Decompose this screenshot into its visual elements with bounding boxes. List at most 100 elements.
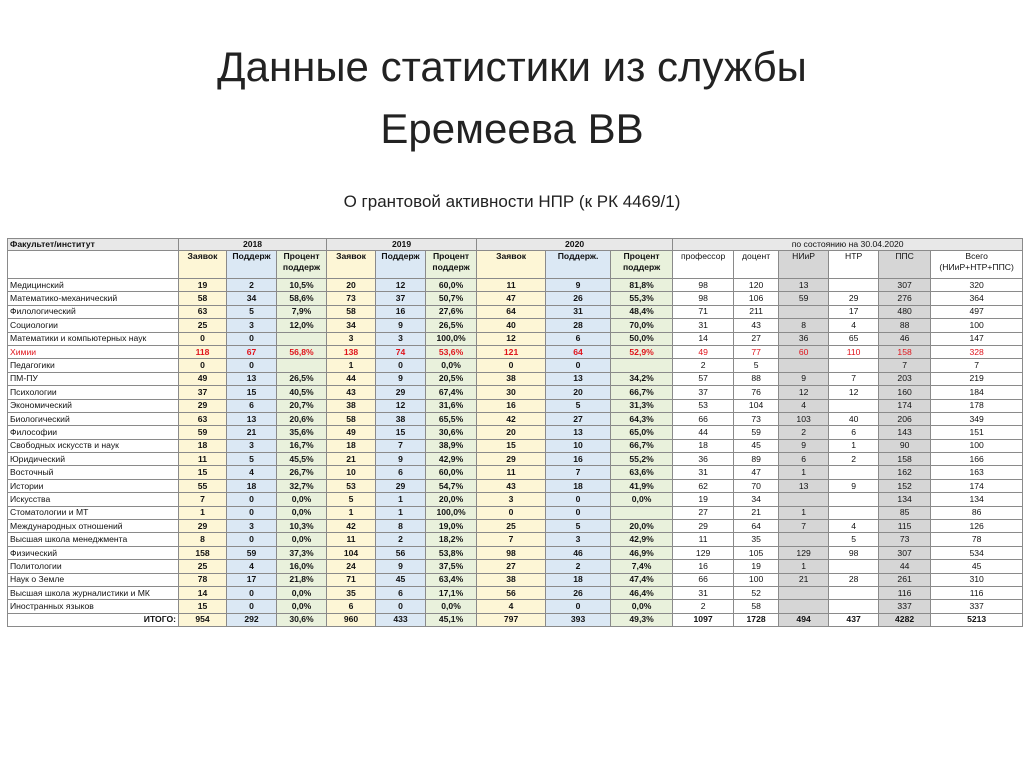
- table-cell: 292: [226, 612, 277, 628]
- table-row: Филологический 63 5 7,9% 58 16 27,6% 64 31 48,4% 7…: [7, 304, 1024, 320]
- table-cell: 2: [672, 358, 735, 373]
- table-cell: 162: [878, 465, 932, 480]
- table-row: Математико-механический 58 34 58,6% 73 37 50,7…: [7, 291, 1024, 306]
- faculty-name: Социологии: [7, 318, 179, 333]
- table-cell: 46,9%: [610, 545, 674, 561]
- table-cell: 0: [226, 505, 277, 521]
- table-cell: 5: [733, 358, 780, 373]
- table-cell: 88: [878, 318, 932, 333]
- table-cell: 100: [930, 438, 1024, 454]
- faculty-name: Химии: [7, 344, 179, 360]
- table-cell: 0: [226, 358, 277, 373]
- table-cell: 110: [828, 344, 880, 360]
- faculty-name: Истории: [7, 478, 179, 494]
- slide-title: Данные статистики из службы Еремеева ВВ: [0, 36, 1024, 160]
- table-cell: 5: [828, 532, 880, 547]
- table-cell: 44: [672, 425, 735, 440]
- table-cell: 56: [476, 585, 547, 601]
- table-cell: 15: [476, 438, 547, 454]
- header-cell: Процент поддерж: [275, 250, 328, 279]
- table-cell: 56,8%: [275, 344, 328, 360]
- table-cell: 43: [733, 318, 780, 333]
- header-cell: ППС: [878, 250, 932, 279]
- header-cell: Заявок: [476, 250, 547, 279]
- table-cell: 35: [326, 585, 377, 601]
- table-cell: 6: [226, 398, 277, 413]
- table-cell: 0: [545, 505, 612, 521]
- header-cell: доцент: [733, 250, 780, 279]
- table-cell: 47,4%: [610, 572, 674, 587]
- table-cell: 64: [545, 344, 612, 360]
- table-cell: 58: [326, 304, 377, 320]
- table-cell: 37: [178, 385, 227, 400]
- subtitle: О грантовой активности НПР (к РК 4469/1): [343, 192, 681, 211]
- table-row: Математики и компьютерных наук 0 0 3 3 100,0%…: [7, 331, 1024, 346]
- table-cell: 174: [878, 398, 932, 413]
- table-cell: 174: [930, 478, 1024, 494]
- table-cell: 219: [930, 371, 1024, 387]
- table-cell: 19,0%: [425, 519, 478, 534]
- table-cell: 29: [178, 398, 227, 413]
- table-cell: 73: [326, 291, 377, 306]
- table-row: Высшая школа менеджмента 8 0 0,0% 11 2 18,2% 7 3…: [7, 532, 1024, 547]
- table-cell: 63,6%: [610, 465, 674, 480]
- table-cell: 30,6%: [425, 425, 478, 440]
- table-cell: 954: [178, 612, 227, 628]
- table-cell: 27: [545, 411, 612, 427]
- table-cell: 184: [930, 385, 1024, 400]
- table-cell: 48,4%: [610, 304, 674, 320]
- faculty-name: Искусства: [7, 492, 179, 507]
- table-cell: 55,2%: [610, 452, 674, 467]
- table-cell: 5: [326, 492, 377, 507]
- table-cell: 62: [672, 478, 735, 494]
- table-cell: 4: [778, 398, 830, 413]
- table-cell: 20,0%: [610, 519, 674, 534]
- table-cell: [828, 585, 880, 601]
- table-cell: 0: [226, 585, 277, 601]
- table-cell: 160: [878, 385, 932, 400]
- table-cell: [275, 358, 328, 373]
- table-cell: 0,0%: [425, 599, 478, 614]
- table-cell: 40: [828, 411, 880, 427]
- sub-header-row: Заявок Поддерж Процент поддерж Заявок Поддер…: [7, 250, 1024, 279]
- table-cell: 66,7%: [610, 438, 674, 454]
- table-cell: 60: [778, 344, 830, 360]
- table-cell: 364: [930, 291, 1024, 306]
- table-cell: 49: [326, 425, 377, 440]
- table-cell: 21: [326, 452, 377, 467]
- table-cell: 0,0%: [275, 492, 328, 507]
- table-cell: 0: [226, 599, 277, 614]
- table-cell: 163: [930, 465, 1024, 480]
- table-cell: 337: [930, 599, 1024, 614]
- header-cell: НТР: [828, 250, 880, 279]
- table-cell: 32,7%: [275, 478, 328, 494]
- table-cell: 17: [226, 572, 277, 587]
- table-cell: 31,3%: [610, 398, 674, 413]
- table-cell: 20: [545, 385, 612, 400]
- table-row: Медицинский 19 2 10,5% 20 12 60,0% 11 9 81,8% 98 12…: [7, 277, 1024, 293]
- faculty-name: Физический: [7, 545, 179, 561]
- table-cell: 56: [375, 545, 427, 561]
- table-cell: [828, 465, 880, 480]
- table-cell: [828, 277, 880, 293]
- table-cell: 37: [672, 385, 735, 400]
- table-cell: 152: [878, 478, 932, 494]
- faculty-name: ИТОГО:: [7, 612, 179, 628]
- group-header: Факультет/институт: [7, 238, 179, 251]
- table-body: Медицинский 19 2 10,5% 20 12 60,0% 11 9 81,8% 98 12…: [7, 277, 1024, 628]
- table-cell: 18: [545, 572, 612, 587]
- table-cell: 10: [326, 465, 377, 480]
- table-cell: 8: [178, 532, 227, 547]
- table-cell: 797: [476, 612, 547, 628]
- table-cell: 63: [178, 304, 227, 320]
- table-row: ИТОГО: 954 292 30,6% 960 433 45,1% 797 393 49,3% 1…: [7, 612, 1024, 628]
- table-cell: 12: [375, 398, 427, 413]
- table-cell: [275, 331, 328, 346]
- table-cell: 2: [375, 532, 427, 547]
- faculty-name: Восточный: [7, 465, 179, 480]
- table-cell: 78: [178, 572, 227, 587]
- table-cell: 26,7%: [275, 465, 328, 480]
- table-cell: 7,4%: [610, 559, 674, 574]
- table-cell: 35: [733, 532, 780, 547]
- title-line: Данные статистики из службы: [217, 43, 807, 90]
